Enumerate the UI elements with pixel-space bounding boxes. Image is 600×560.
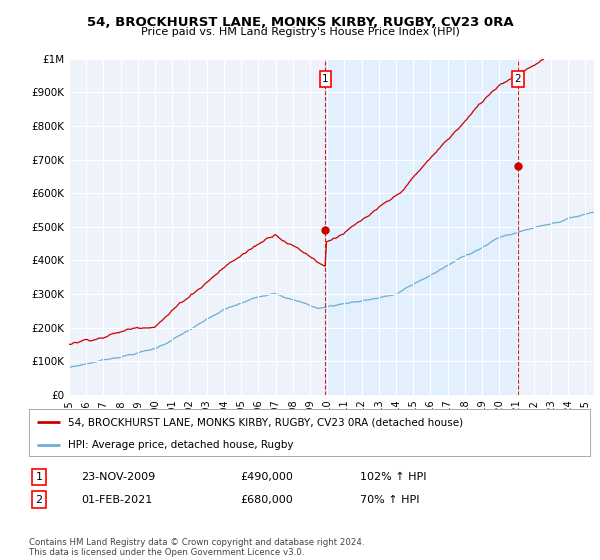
Text: 23-NOV-2009: 23-NOV-2009 (81, 472, 155, 482)
Text: 70% ↑ HPI: 70% ↑ HPI (360, 494, 419, 505)
Text: 2: 2 (35, 494, 43, 505)
Text: 01-FEB-2021: 01-FEB-2021 (81, 494, 152, 505)
Text: 54, BROCKHURST LANE, MONKS KIRBY, RUGBY, CV23 0RA (detached house): 54, BROCKHURST LANE, MONKS KIRBY, RUGBY,… (68, 417, 463, 427)
Text: 2: 2 (515, 74, 521, 84)
Text: Price paid vs. HM Land Registry's House Price Index (HPI): Price paid vs. HM Land Registry's House … (140, 27, 460, 37)
Text: 102% ↑ HPI: 102% ↑ HPI (360, 472, 427, 482)
Text: £680,000: £680,000 (240, 494, 293, 505)
Text: £490,000: £490,000 (240, 472, 293, 482)
Text: 1: 1 (322, 74, 329, 84)
Text: Contains HM Land Registry data © Crown copyright and database right 2024.
This d: Contains HM Land Registry data © Crown c… (29, 538, 364, 557)
Text: HPI: Average price, detached house, Rugby: HPI: Average price, detached house, Rugb… (68, 440, 293, 450)
Text: 54, BROCKHURST LANE, MONKS KIRBY, RUGBY, CV23 0RA: 54, BROCKHURST LANE, MONKS KIRBY, RUGBY,… (86, 16, 514, 29)
Bar (325, 59, 518, 395)
Text: 1: 1 (35, 472, 43, 482)
